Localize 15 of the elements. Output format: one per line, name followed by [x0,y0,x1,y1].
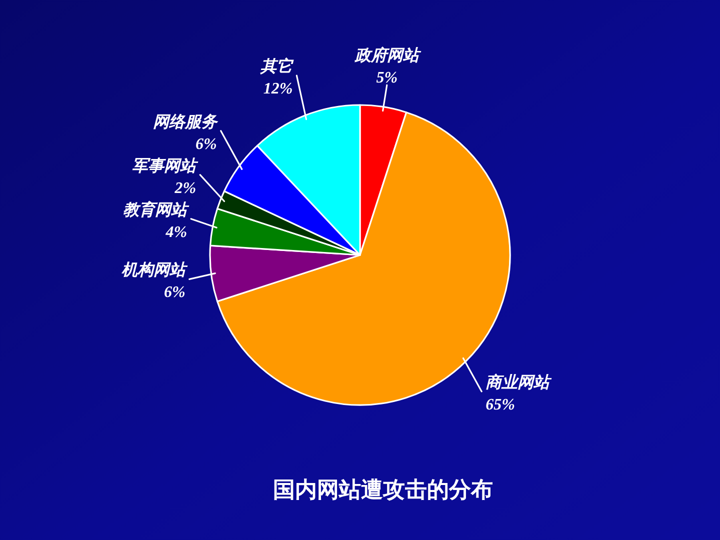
slice-label: 军事网站 [132,156,200,175]
data-label: 65% [486,396,515,414]
slice-label: 商业网站 [486,373,553,392]
data-label: 12% [263,80,293,98]
data-label: 2% [174,180,196,197]
slice-label: 网络服务 [152,112,219,131]
slice-label: 其它 [260,56,295,76]
slice-label: 机构网站 [120,261,188,280]
data-label: 6% [164,284,186,302]
slice-label: 政府网站 [354,45,422,64]
text: 国内网站遭攻击的分布 [273,478,493,503]
slice-label: 教育网站 [123,200,190,219]
data-label: 4% [164,224,188,241]
data-label: 6% [196,136,217,153]
data-label: 5% [376,69,398,86]
